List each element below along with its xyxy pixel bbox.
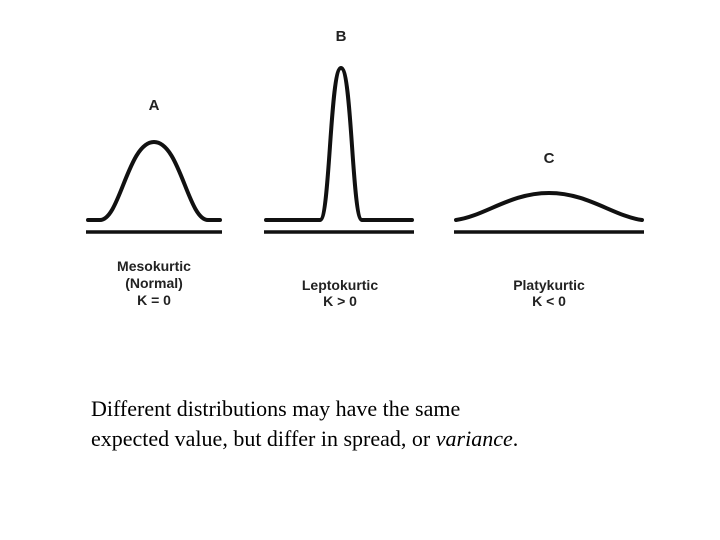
caption-line-mesokurtic: Mesokurtic (117, 258, 191, 274)
explanation-text: Different distributions may have the sam… (91, 394, 691, 454)
caption-line-leptokurtic: Leptokurtic (302, 277, 378, 293)
explanation-line-1-text: Different distributions may have the sam… (91, 396, 461, 421)
mesokurtic-curve (86, 140, 222, 222)
caption-line-k-less-zero: K < 0 (532, 293, 566, 309)
panel-leptokurtic: B Leptokurtic K > 0 (264, 28, 414, 309)
panel-letter-a: A (149, 97, 160, 114)
panel-letter-b: B (336, 28, 347, 45)
caption-line-normal: (Normal) (125, 275, 183, 291)
caption-line-platykurtic: Platykurtic (513, 277, 585, 293)
explanation-line-2: expected value, but differ in spread, or… (91, 424, 691, 454)
explanation-line-2-suffix: . (512, 426, 519, 451)
caption-line-k-equals-zero: K = 0 (137, 292, 171, 308)
leptokurtic-curve (264, 66, 414, 222)
panel-letter-c: C (544, 150, 555, 167)
panel-mesokurtic: A Mesokurtic (Normal) K = 0 (86, 97, 222, 308)
variance-emphasis: variance (435, 426, 513, 451)
panel-platykurtic: C Platykurtic K < 0 (454, 150, 644, 309)
explanation-line-2-prefix: expected value, but differ in spread, or (91, 426, 436, 451)
explanation-line-1: Different distributions may have the sam… (91, 394, 691, 424)
caption-line-k-greater-zero: K > 0 (323, 293, 357, 309)
platykurtic-curve (454, 191, 644, 222)
